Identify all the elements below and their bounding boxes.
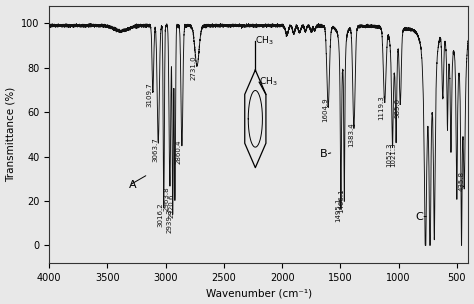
- Text: 2963.8: 2963.8: [164, 186, 170, 211]
- Y-axis label: Transmittance (%): Transmittance (%): [6, 87, 16, 182]
- Text: 3109.7: 3109.7: [147, 82, 153, 107]
- Text: 2731.0: 2731.0: [191, 55, 197, 80]
- Text: 1119.3: 1119.3: [379, 95, 385, 120]
- Text: 2860.4: 2860.4: [176, 140, 182, 164]
- Text: 1495.1: 1495.1: [335, 198, 341, 222]
- Text: A: A: [128, 181, 137, 190]
- Text: 1021.3: 1021.3: [390, 142, 396, 167]
- Text: 3063.7: 3063.7: [152, 137, 158, 162]
- Text: 2920.6: 2920.6: [169, 193, 175, 218]
- Text: B: B: [319, 149, 327, 159]
- Text: 3016.2: 3016.2: [158, 202, 164, 226]
- Text: 1383.4: 1383.4: [348, 122, 354, 147]
- Text: 2939.3: 2939.3: [167, 209, 173, 233]
- Text: 1604.9: 1604.9: [322, 98, 328, 122]
- Text: 1466.1: 1466.1: [338, 189, 344, 213]
- X-axis label: Wavenumber (cm⁻¹): Wavenumber (cm⁻¹): [206, 288, 312, 299]
- Text: 985.0: 985.0: [394, 98, 401, 118]
- Text: C: C: [416, 212, 423, 222]
- Text: 435.8: 435.8: [458, 171, 464, 191]
- Text: CH$_3$: CH$_3$: [255, 34, 273, 47]
- Text: CH$_3$: CH$_3$: [259, 76, 277, 88]
- Text: 1052.3: 1052.3: [386, 142, 392, 167]
